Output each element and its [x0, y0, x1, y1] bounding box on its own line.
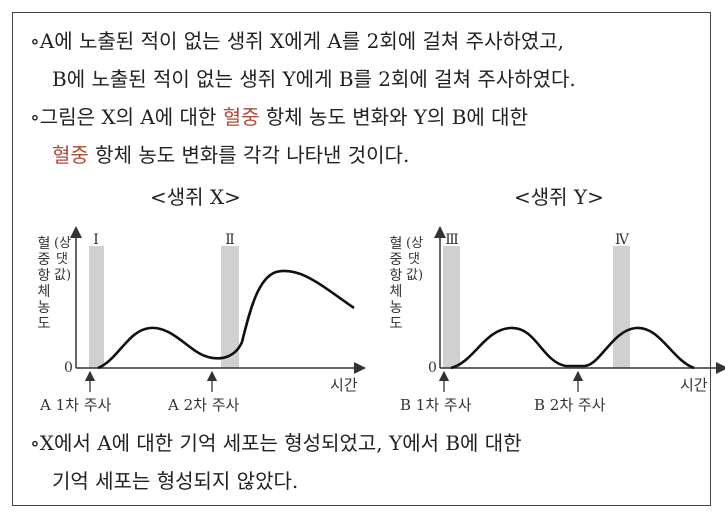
chart-y-antibody-curve: [450, 326, 695, 370]
conclusion-line-1: ∘X에서 A에 대한 기억 세포는 형성되었고, Y에서 B에 대한: [30, 431, 522, 455]
zone-iv-band: [613, 246, 630, 368]
chart-x-zero-label: 0: [64, 360, 73, 376]
chart-y: 0 시간 Ⅲ Ⅳ B 1차 주사 B 2차 주사: [400, 226, 725, 414]
chart-x-ylabel-sub: (상댓값): [54, 236, 72, 283]
intro-line-3: ∘그림은 X의 A에 대한 혈중 항체 농도 변화와 Y의 B에 대한: [30, 105, 528, 129]
chart-x-title: <생쥐 X>: [150, 185, 241, 209]
zone-ii-label: Ⅱ: [225, 232, 235, 248]
injection-a1-label: A 1차 주사: [39, 396, 112, 414]
chart-x-ylabel-main: 혈중 항체 농도: [37, 236, 51, 332]
injection-b1-label: B 1차 주사: [400, 396, 472, 414]
zone-i-band: [89, 246, 104, 368]
zone-i-label: Ⅰ: [93, 232, 99, 248]
zone-iii-label: Ⅲ: [445, 232, 459, 248]
chart-x-ylabel: 혈중 항체 농도: [36, 236, 52, 332]
intro-text: ∘A에 노출된 적이 없는 생쥐 X에게 A를 2회에 걸쳐 주사하였고, B에…: [30, 22, 576, 174]
zone-ii-band: [221, 246, 239, 368]
intro-line-1: ∘A에 노출된 적이 없는 생쥐 X에게 A를 2회에 걸쳐 주사하였고,: [30, 29, 565, 53]
chart-x-xlabel: 시간: [330, 376, 358, 394]
chart-x: 0 시간 Ⅰ Ⅱ A 1차 주사 A 2차 주사: [39, 226, 366, 414]
injection-a2-label: A 2차 주사: [167, 396, 240, 414]
problem-frame: [12, 12, 711, 506]
chart-y-zero-label: 0: [428, 360, 437, 376]
chart-x-antibody-curve: [97, 269, 355, 370]
conclusion-text: ∘X에서 A에 대한 기억 세포는 형성되었고, Y에서 B에 대한 기억 세포…: [30, 424, 522, 500]
intro-line-2: B에 노출된 적이 없는 생쥐 Y에게 B를 2회에 걸쳐 주사하였다.: [52, 67, 576, 91]
injection-b2-label: B 2차 주사: [534, 396, 606, 414]
conclusion-line-2: 기억 세포는 형성되지 않았다.: [52, 469, 299, 493]
intro-line-4: 혈중 항체 농도 변화를 각각 나타낸 것이다.: [52, 143, 410, 167]
chart-y-xlabel: 시간: [680, 376, 708, 394]
chart-y-ylabel-main: 혈중 항체 농도: [389, 236, 403, 332]
chart-y-ylabel-sub: (상댓값): [406, 236, 424, 283]
chart-y-title: <생쥐 Y>: [514, 185, 604, 209]
zone-iv-label: Ⅳ: [615, 232, 630, 248]
zone-iii-band: [443, 246, 460, 368]
chart-y-ylabel: 혈중 항체 농도: [388, 236, 404, 332]
